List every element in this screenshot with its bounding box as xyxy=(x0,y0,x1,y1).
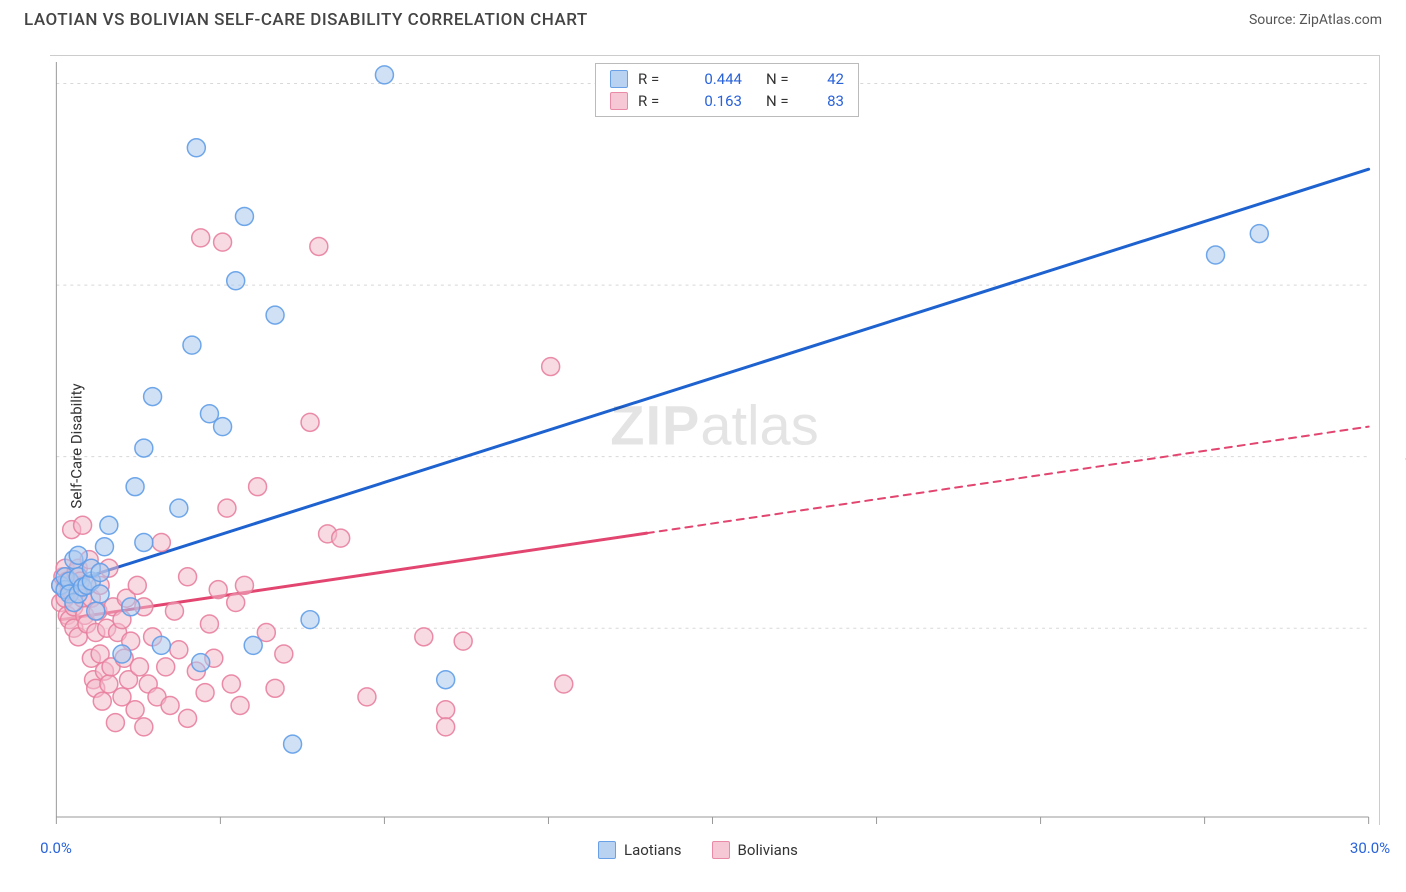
legend-swatch xyxy=(598,841,616,859)
legend-row: R = 0.163 N = 83 xyxy=(596,90,858,112)
legend-n-label: N = xyxy=(766,92,796,110)
legend-r-label: R = xyxy=(638,92,672,110)
x-tick-label: 30.0% xyxy=(1350,839,1390,857)
legend-n-value: 42 xyxy=(806,70,844,88)
legend-series-label: Bolivians xyxy=(738,841,798,859)
x-tick-label: 0.0% xyxy=(40,839,72,857)
legend-swatch xyxy=(610,70,628,88)
legend-r-label: R = xyxy=(638,70,672,88)
scatter-plot xyxy=(50,56,1379,825)
legend-item: Bolivians xyxy=(712,841,798,859)
plot-container: R =0.444N =42R =0.163N =83 LaotiansBoliv… xyxy=(50,55,1380,825)
legend-r-value: 0.444 xyxy=(682,70,742,88)
legend-swatch xyxy=(610,92,628,110)
legend-swatch xyxy=(712,841,730,859)
source-attribution: Source: ZipAtlas.com xyxy=(1249,12,1382,28)
chart-title: LAOTIAN VS BOLIVIAN SELF-CARE DISABILITY… xyxy=(24,10,588,30)
legend-n-label: N = xyxy=(766,70,796,88)
legend-row: R = 0.444 N = 42 xyxy=(596,68,858,90)
series-legend: Laotians Bolivians xyxy=(598,841,798,859)
legend-r-value: 0.163 xyxy=(682,92,742,110)
legend-series-label: Laotians xyxy=(624,841,682,859)
correlation-legend: R = 0.444 N = 42 R = 0.163 N = 83 xyxy=(595,63,859,117)
source-name: ZipAtlas.com xyxy=(1299,12,1382,28)
source-label: Source: xyxy=(1249,12,1296,28)
chart-header: LAOTIAN VS BOLIVIAN SELF-CARE DISABILITY… xyxy=(0,0,1406,40)
legend-n-value: 83 xyxy=(806,92,844,110)
legend-item: Laotians xyxy=(598,841,682,859)
